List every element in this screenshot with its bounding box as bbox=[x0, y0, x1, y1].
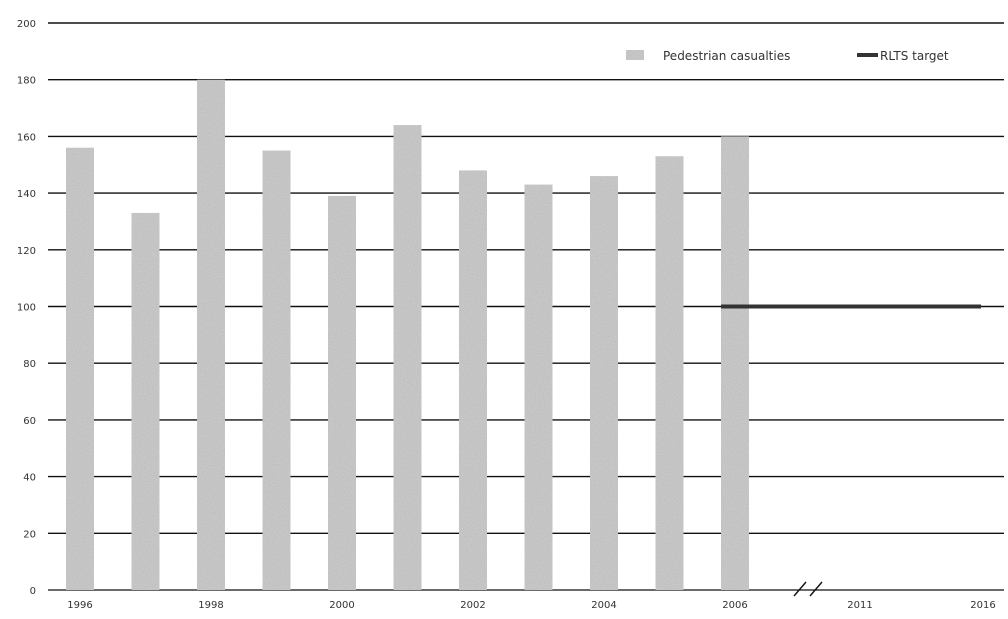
legend-label-target: RLTS target bbox=[880, 49, 949, 63]
x-tick-label: 1998 bbox=[198, 600, 223, 611]
x-axis: 1996 1998 2000 2002 2004 2006 2011 2016 bbox=[67, 581, 996, 611]
legend-label-pedestrian: Pedestrian casualties bbox=[663, 49, 790, 63]
y-axis: 0 20 40 60 80 100 120 140 160 180 200 bbox=[17, 19, 36, 597]
bar-1999 bbox=[262, 150, 291, 590]
x-tick-label: 2000 bbox=[329, 600, 354, 611]
legend: Pedestrian casualties RLTS target bbox=[626, 49, 949, 63]
x-tick-label: 2016 bbox=[970, 600, 995, 611]
y-tick-label: 20 bbox=[23, 529, 36, 540]
bar-2005 bbox=[655, 156, 684, 590]
bar-1996 bbox=[66, 147, 94, 591]
bar-1997 bbox=[131, 212, 160, 590]
y-tick-label: 140 bbox=[17, 189, 36, 200]
y-tick-label: 80 bbox=[23, 359, 36, 370]
x-tick-label: 2002 bbox=[460, 600, 485, 611]
bar-2003 bbox=[524, 184, 553, 590]
y-tick-label: 120 bbox=[17, 246, 36, 257]
y-tick-label: 0 bbox=[30, 586, 36, 597]
bar-1998 bbox=[197, 79, 225, 590]
bar-2000 bbox=[328, 195, 356, 590]
y-tick-label: 160 bbox=[17, 132, 36, 143]
bar-2004 bbox=[590, 176, 618, 590]
x-tick-label: 2006 bbox=[722, 600, 747, 611]
bar-2002 bbox=[459, 170, 487, 591]
x-tick-label: 2011 bbox=[847, 600, 872, 611]
y-tick-label: 200 bbox=[17, 19, 36, 30]
bar-2001 bbox=[393, 125, 422, 590]
bars bbox=[66, 79, 749, 591]
y-tick-label: 60 bbox=[23, 416, 36, 427]
y-tick-label: 40 bbox=[23, 473, 36, 484]
y-tick-label: 100 bbox=[17, 303, 36, 314]
x-tick-label: 1996 bbox=[67, 600, 92, 611]
y-tick-label: 180 bbox=[17, 76, 36, 87]
axis-break-mark bbox=[793, 581, 807, 597]
axis-break-mark bbox=[809, 581, 823, 597]
legend-swatch-pedestrian bbox=[626, 50, 644, 60]
bar-2006 bbox=[721, 136, 749, 590]
x-tick-label: 2004 bbox=[591, 600, 616, 611]
